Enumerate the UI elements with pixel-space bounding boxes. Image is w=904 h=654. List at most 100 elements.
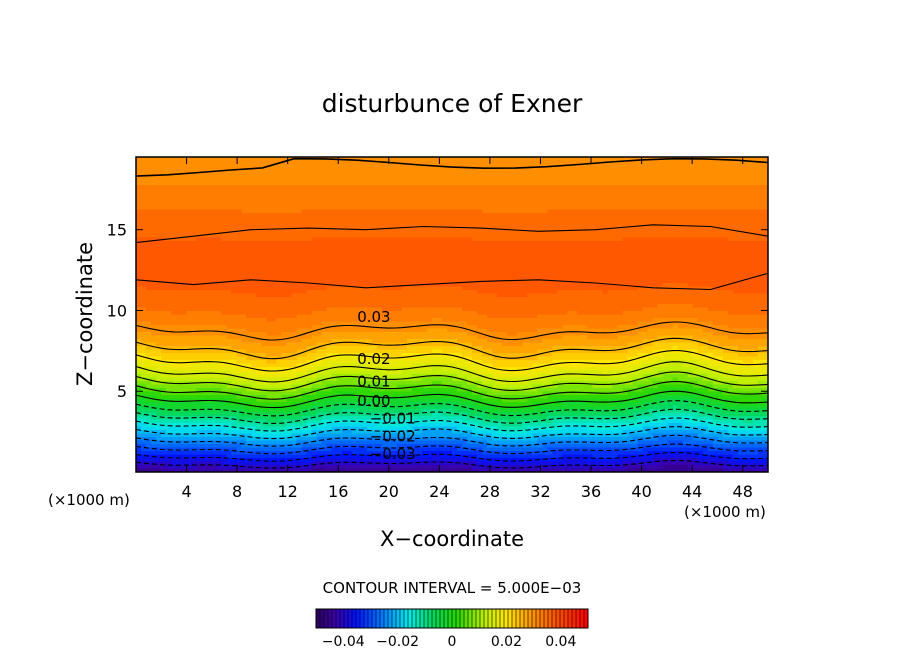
x-tick-label: 8 <box>232 482 242 501</box>
x-tick-label: 4 <box>181 482 191 501</box>
colorbar-swatch <box>340 609 345 628</box>
contour-line <box>136 321 768 341</box>
colorbar-swatch <box>532 609 537 628</box>
colorbar-swatch <box>472 609 477 628</box>
colorbar-swatch <box>444 609 449 628</box>
y-tick-label: 5 <box>117 382 127 401</box>
x-unit-left: (×1000 m) <box>48 491 130 509</box>
contour-interval-label: CONTOUR INTERVAL = 5.000E−03 <box>323 579 582 597</box>
contour-label: −0.01 <box>370 410 416 428</box>
colorbar-swatch <box>356 609 361 628</box>
y-axis-ticks: 5 10 15 <box>107 221 768 401</box>
contour-line <box>136 426 768 440</box>
colorbar-swatch <box>428 609 433 628</box>
colorbar-swatch <box>512 609 517 628</box>
colorbar-swatch <box>584 609 589 628</box>
colorbar-swatch <box>456 609 461 628</box>
colorbar-swatch <box>380 609 385 628</box>
contour-line <box>136 224 768 244</box>
colorbar-swatch <box>400 609 405 628</box>
colorbar-swatch <box>388 609 393 628</box>
colorbar-swatch <box>476 609 481 628</box>
x-tick-label: 20 <box>379 482 399 501</box>
colorbar-swatch <box>376 609 381 628</box>
colorbar-swatch <box>408 609 413 628</box>
colorbar-swatch <box>524 609 529 628</box>
colorbar-swatch <box>516 609 521 628</box>
contour-label: 0.02 <box>357 350 390 368</box>
colorbar-swatch <box>520 609 525 628</box>
colorbar-swatch <box>504 609 509 628</box>
y-axis-label: Z−coordinate <box>73 242 97 386</box>
contour-lines <box>136 157 768 469</box>
colorbar-swatch <box>552 609 557 628</box>
colorbar-swatch <box>344 609 349 628</box>
colorbar-swatch <box>568 609 573 628</box>
colorbar-frame <box>315 608 589 629</box>
colorbar-swatch <box>556 609 561 628</box>
colorbar-swatch <box>572 609 577 628</box>
x-tick-label: 48 <box>733 482 753 501</box>
colorbar-tick-label: 0.02 <box>491 634 522 650</box>
x-tick-label: 12 <box>278 482 298 501</box>
colorbar-tick-label: −0.02 <box>376 634 419 650</box>
colorbar-swatch <box>348 609 353 628</box>
chart-title: disturbunce of Exner <box>322 89 583 118</box>
colorbar-swatch <box>488 609 493 628</box>
contour-line <box>136 434 768 447</box>
colorbar-swatch <box>360 609 365 628</box>
colorbar-swatch <box>416 609 421 628</box>
contour-line <box>136 371 768 392</box>
colorbar-swatch <box>424 609 429 628</box>
contour-label: 0.00 <box>357 392 390 410</box>
x-tick-label: 44 <box>682 482 702 501</box>
colorbar-ticks: −0.04 −0.02 0 0.02 0.04 <box>322 634 577 650</box>
contour-line <box>136 337 768 360</box>
colorbar-swatch <box>460 609 465 628</box>
colorbar-swatch <box>484 609 489 628</box>
colorbar-swatch <box>432 609 437 628</box>
colorbar-swatch <box>316 609 321 628</box>
colorbar-swatch <box>368 609 373 628</box>
x-axis-ticks: 4 8 12 16 20 24 28 32 36 40 44 48 <box>181 157 753 501</box>
x-tick-label: 24 <box>429 482 449 501</box>
colorbar-swatch <box>320 609 325 628</box>
colorbar-swatch <box>560 609 565 628</box>
colorbar-swatch <box>420 609 425 628</box>
x-tick-label: 16 <box>328 482 348 501</box>
contour-line <box>136 400 768 417</box>
colorbar-swatch <box>352 609 357 628</box>
colorbar-swatch <box>580 609 585 628</box>
colorbar-swatch <box>464 609 469 628</box>
contour-line <box>136 452 768 462</box>
colorbar-swatch <box>392 609 397 628</box>
contour-line <box>136 350 768 372</box>
contour-label: 0.01 <box>357 373 390 391</box>
colorbar-swatch <box>480 609 485 628</box>
colorbar-swatch <box>452 609 457 628</box>
colorbar-tick-label: −0.04 <box>322 634 365 650</box>
colorbar-swatch <box>508 609 513 628</box>
colorbar-swatch <box>544 609 549 628</box>
colorbar-swatch <box>404 609 409 628</box>
colorbar-swatch <box>440 609 445 628</box>
contour-line <box>136 272 768 291</box>
colorbar-swatch <box>336 609 341 628</box>
colorbar-swatch <box>448 609 453 628</box>
colorbar-swatch <box>384 609 389 628</box>
colorbar-swatch <box>540 609 545 628</box>
contour-line <box>136 157 768 177</box>
colorbar-swatch <box>468 609 473 628</box>
colorbar-swatch <box>500 609 505 628</box>
colorbar-swatch <box>528 609 533 628</box>
x-tick-label: 36 <box>581 482 601 501</box>
colorbar-swatch <box>324 609 329 628</box>
colorbar-swatch <box>372 609 377 628</box>
contour-line <box>136 408 768 424</box>
contour-line <box>136 417 768 432</box>
plot-frame <box>135 156 769 473</box>
contour-line <box>136 390 768 409</box>
contour-field <box>136 157 768 472</box>
y-tick-label: 15 <box>107 221 127 240</box>
contour-line <box>136 361 768 383</box>
